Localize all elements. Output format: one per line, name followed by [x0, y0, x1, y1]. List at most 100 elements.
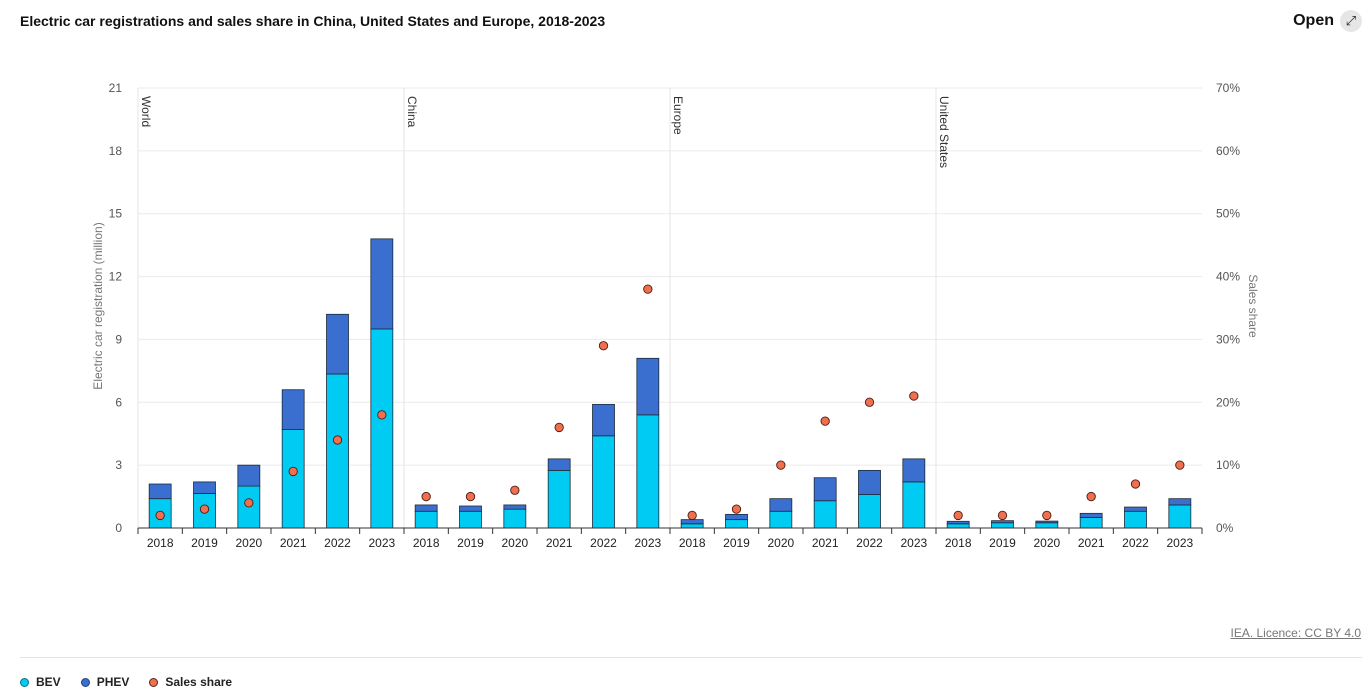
sales-share-point[interactable]	[598, 341, 609, 351]
sales-share-point[interactable]	[155, 510, 165, 521]
bar-bev[interactable]	[813, 500, 837, 529]
bar-bev[interactable]	[769, 510, 793, 529]
sales-share-point[interactable]	[377, 410, 387, 420]
x-tick-label: 2019	[191, 536, 218, 550]
y-tick-label: 0	[115, 521, 122, 535]
sales-share-point[interactable]	[1086, 491, 1096, 502]
sales-share-point[interactable]	[776, 460, 786, 470]
y-tick-label: 6	[115, 395, 122, 409]
bar-phev[interactable]	[858, 469, 881, 495]
bar-bev[interactable]	[1035, 522, 1059, 529]
y-tick-label: 3	[115, 458, 122, 472]
bar-phev[interactable]	[946, 520, 970, 525]
x-tick-label: 2022	[590, 536, 617, 550]
bar-phev[interactable]	[148, 483, 172, 500]
bar-bev[interactable]	[680, 523, 704, 529]
sales-share-point[interactable]	[1042, 510, 1052, 521]
phev-swatch-icon	[80, 677, 90, 687]
sales-share-point[interactable]	[244, 498, 254, 508]
sales-share-point[interactable]	[1130, 479, 1141, 489]
bar-bev[interactable]	[636, 414, 660, 529]
y2-tick-label: 40%	[1216, 270, 1240, 284]
bar-phev[interactable]	[414, 504, 438, 512]
sales-share-point[interactable]	[288, 466, 298, 477]
sales-share-point[interactable]	[465, 491, 476, 502]
bar-phev[interactable]	[1124, 506, 1147, 512]
y2-tick-label: 20%	[1216, 395, 1240, 409]
bar-bev[interactable]	[547, 469, 571, 529]
divider	[20, 657, 1362, 658]
sales-share-point[interactable]	[554, 422, 564, 433]
sales-share-point[interactable]	[820, 416, 830, 426]
bar-phev[interactable]	[326, 313, 349, 375]
bar-phev[interactable]	[1035, 520, 1059, 524]
group-label: Europe	[671, 96, 685, 135]
bar-phev[interactable]	[370, 238, 394, 330]
bar-bev[interactable]	[281, 429, 305, 529]
x-tick-label: 2019	[723, 536, 750, 550]
bar-phev[interactable]	[769, 498, 793, 512]
bar-bev[interactable]	[326, 373, 349, 529]
x-tick-label: 2022	[324, 536, 351, 550]
bar-bev[interactable]	[1124, 510, 1147, 529]
bar-phev[interactable]	[813, 477, 837, 502]
sales-share-point[interactable]	[909, 391, 919, 401]
sales-share-point[interactable]	[687, 510, 697, 521]
bar-phev[interactable]	[547, 458, 571, 471]
bar-phev[interactable]	[636, 357, 660, 416]
open-button[interactable]: Open ⤢	[1293, 10, 1362, 32]
legend-item-phev[interactable]: PHEV	[80, 675, 130, 689]
sales-share-point[interactable]	[421, 491, 431, 502]
bar-phev[interactable]	[193, 481, 216, 494]
bar-bev[interactable]	[414, 510, 438, 529]
bar-phev[interactable]	[281, 389, 305, 430]
bar-phev[interactable]	[680, 519, 704, 525]
bar-phev[interactable]	[1168, 498, 1192, 506]
bar-bev[interactable]	[1079, 517, 1103, 529]
x-tick-label: 2018	[147, 536, 174, 550]
sales-share-point[interactable]	[510, 485, 520, 495]
bar-phev[interactable]	[1079, 512, 1103, 518]
x-tick-label: 2022	[856, 536, 883, 550]
legend-label-bev: BEV	[36, 675, 61, 689]
chart-title: Electric car registrations and sales sha…	[20, 13, 606, 29]
bar-bev[interactable]	[858, 494, 881, 529]
x-tick-label: 2021	[280, 536, 307, 550]
sales-share-point[interactable]	[953, 510, 963, 521]
x-tick-label: 2020	[767, 536, 794, 550]
legend-item-sales-share[interactable]: Sales share	[149, 675, 232, 689]
legend-item-bev[interactable]: BEV	[20, 675, 61, 689]
sales-share-point[interactable]	[199, 504, 210, 514]
y2-tick-label: 50%	[1216, 207, 1240, 221]
y2-tick-label: 0%	[1216, 521, 1234, 535]
bar-bev[interactable]	[370, 328, 394, 529]
sales-share-point[interactable]	[997, 510, 1008, 521]
y-tick-label: 9	[115, 332, 122, 346]
x-tick-label: 2022	[1122, 536, 1149, 550]
bar-phev[interactable]	[503, 504, 527, 510]
bar-phev[interactable]	[725, 513, 748, 521]
licence-link[interactable]: IEA. Licence: CC BY 4.0	[1230, 626, 1361, 640]
bar-phev[interactable]	[902, 458, 926, 483]
bar-bev[interactable]	[725, 519, 748, 529]
bar-phev[interactable]	[592, 403, 615, 437]
bar-bev[interactable]	[1168, 504, 1192, 529]
sales-share-point[interactable]	[643, 284, 653, 294]
bar-bev[interactable]	[946, 523, 970, 529]
legend-label-phev: PHEV	[96, 675, 130, 689]
bar-bev[interactable]	[503, 508, 527, 529]
y-tick-label: 12	[109, 270, 123, 284]
sales-share-point[interactable]	[864, 397, 875, 407]
bar-phev[interactable]	[991, 520, 1014, 524]
sales-share-point[interactable]	[332, 435, 343, 445]
sales-share-point[interactable]	[731, 504, 742, 514]
bar-phev[interactable]	[459, 505, 482, 512]
x-tick-label: 2019	[457, 536, 484, 550]
y-tick-label: 21	[109, 81, 123, 95]
bar-phev[interactable]	[237, 464, 261, 487]
sales-share-point[interactable]	[1175, 460, 1185, 470]
bar-bev[interactable]	[459, 510, 482, 529]
bar-bev[interactable]	[902, 481, 926, 529]
bar-bev[interactable]	[592, 435, 615, 529]
bar-bev[interactable]	[991, 522, 1014, 529]
